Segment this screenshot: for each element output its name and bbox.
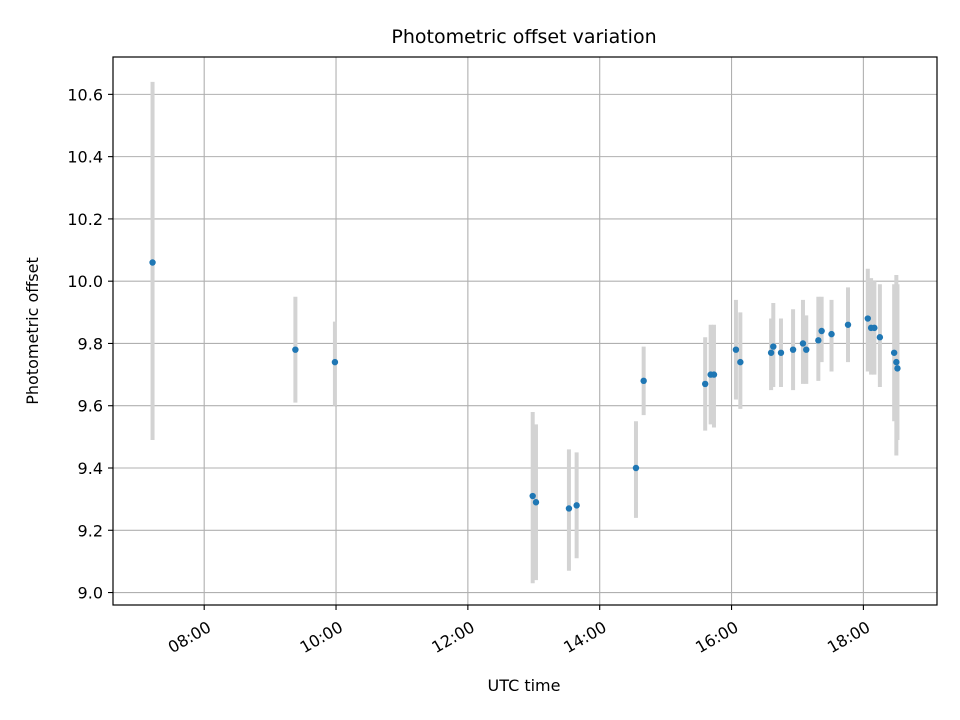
y-axis-ticks: 9.0 9.2 9.4 9.6 9.8 10.0 10.2 10.4 10.6 — [67, 85, 113, 603]
data-point — [573, 502, 580, 509]
y-tick-label: 10.2 — [67, 210, 103, 229]
x-axis-title: UTC time — [488, 676, 561, 695]
data-point — [818, 327, 825, 335]
data-point — [149, 259, 156, 266]
data-point — [789, 346, 797, 353]
data-point — [871, 324, 878, 332]
data-point — [828, 330, 835, 338]
data-point — [890, 349, 898, 356]
data-point — [640, 377, 647, 385]
data-point — [710, 371, 718, 378]
data-point — [777, 349, 785, 356]
data-point — [894, 365, 901, 372]
data-point — [732, 346, 740, 353]
data-points — [149, 259, 901, 512]
y-tick-label: 9.8 — [78, 334, 103, 353]
chart-title: Photometric offset variation — [391, 26, 656, 48]
y-tick-label: 9.0 — [78, 584, 103, 603]
y-tick-label: 10.6 — [67, 85, 103, 104]
data-point — [532, 499, 540, 506]
data-point — [529, 492, 536, 500]
data-point — [331, 358, 339, 366]
x-tick-label: 14:00 — [560, 617, 609, 657]
plot-frame — [112, 56, 938, 606]
x-tick-label: 16:00 — [692, 617, 741, 657]
x-tick-label: 10:00 — [297, 617, 346, 657]
data-point — [844, 321, 852, 328]
data-point — [737, 358, 744, 366]
data-point — [632, 464, 640, 472]
x-tick-label: 18:00 — [824, 617, 873, 657]
data-point — [799, 340, 807, 347]
data-point — [893, 358, 900, 366]
data-point — [701, 380, 709, 388]
data-point — [767, 349, 775, 356]
data-point — [292, 346, 299, 353]
data-point — [565, 505, 573, 512]
data-point — [815, 337, 822, 344]
y-tick-label: 9.4 — [78, 459, 103, 478]
data-point — [803, 346, 810, 353]
grid — [113, 57, 937, 605]
y-tick-label: 10.4 — [67, 148, 103, 167]
x-axis-ticks: 08:00 10:00 12:00 14:00 16:00 18:00 — [165, 605, 873, 657]
y-axis-title: Photometric offset — [23, 257, 42, 405]
x-tick-label: 08:00 — [165, 617, 214, 657]
y-tick-label: 9.6 — [78, 397, 103, 416]
y-tick-label: 9.2 — [78, 521, 103, 540]
data-point — [770, 343, 777, 350]
y-tick-label: 10.0 — [67, 272, 103, 291]
data-point — [864, 315, 871, 322]
x-tick-label: 12:00 — [428, 617, 477, 657]
data-point — [876, 334, 884, 341]
